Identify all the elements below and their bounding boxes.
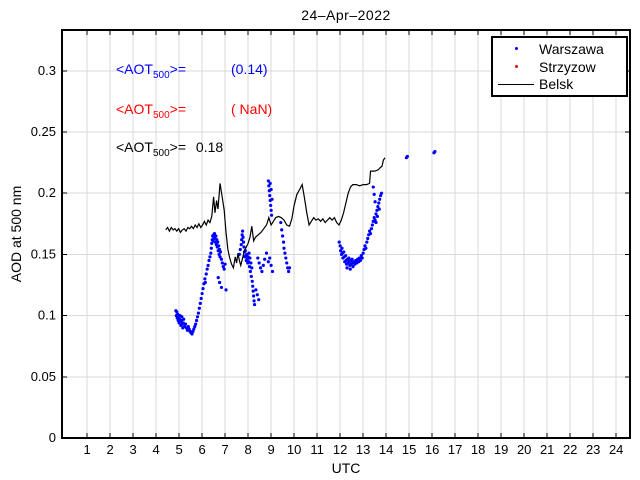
mean-aot-belsk: <AOT500>= 0.18	[116, 139, 223, 161]
svg-text:0: 0	[49, 430, 56, 445]
svg-text:20: 20	[517, 442, 531, 457]
svg-text:21: 21	[540, 442, 554, 457]
tick-marks	[62, 30, 630, 439]
legend: Warszawa Strzyzow Belsk	[491, 36, 628, 97]
svg-text:10: 10	[287, 442, 301, 457]
svg-text:11: 11	[310, 442, 324, 457]
svg-text:0.05: 0.05	[31, 369, 56, 384]
svg-text:7: 7	[221, 442, 228, 457]
grid-lines	[62, 30, 630, 438]
x-tick-labels: 1 2 3 4 5 6 7 8 9 10 11 12 13 14 15 16 17 18 19 20 21 22 23 24	[83, 442, 623, 457]
annotation-text: <AOT500>=	[116, 61, 187, 81]
belsk-line	[165, 157, 386, 270]
svg-text:5: 5	[175, 442, 182, 457]
svg-text:0.1: 0.1	[38, 308, 56, 323]
svg-text:15: 15	[402, 442, 416, 457]
annotation-value: ( NaN)	[231, 101, 273, 117]
annotation-value: 0.18	[195, 139, 224, 155]
svg-text:19: 19	[494, 442, 508, 457]
mean-aot-warszawa: <AOT500>= (0.14)	[116, 61, 268, 83]
svg-text:17: 17	[448, 442, 462, 457]
annotation-text: <AOT500>=	[116, 101, 187, 121]
legend-item-belsk: Belsk	[493, 75, 626, 93]
legend-label: Warszawa	[539, 40, 604, 57]
warszawa-marker-icon	[514, 47, 518, 51]
svg-text:3: 3	[129, 442, 136, 457]
y-tick-labels: 0 0.05 0.1 0.15 0.2 0.25 0.3	[31, 63, 56, 445]
svg-text:0.3: 0.3	[38, 63, 56, 78]
svg-text:1: 1	[83, 442, 90, 457]
chart-title: 24–Apr–2022	[301, 7, 391, 23]
x-axis-label: UTC	[331, 460, 361, 476]
svg-text:24: 24	[609, 442, 623, 457]
belsk-line-icon	[498, 83, 534, 85]
svg-text:22: 22	[563, 442, 577, 457]
svg-text:0.25: 0.25	[31, 124, 56, 139]
annotation-text: <AOT500>=	[116, 139, 187, 159]
mean-aot-strzyzow: <AOT500>= ( NaN)	[116, 101, 272, 123]
svg-text:0.2: 0.2	[38, 185, 56, 200]
y-axis-label: AOD at 500 nm	[8, 185, 24, 283]
svg-text:12: 12	[333, 442, 347, 457]
svg-text:13: 13	[356, 442, 370, 457]
svg-text:4: 4	[152, 442, 159, 457]
svg-text:14: 14	[379, 442, 393, 457]
annotation-value: (0.14)	[231, 61, 268, 77]
strzyzow-marker-icon	[514, 65, 518, 68]
svg-text:18: 18	[471, 442, 485, 457]
legend-label: Belsk	[539, 76, 574, 93]
svg-text:16: 16	[425, 442, 439, 457]
legend-item-warszawa: Warszawa	[493, 40, 626, 58]
svg-text:9: 9	[268, 442, 275, 457]
axes-border	[61, 29, 631, 439]
svg-text:23: 23	[586, 442, 600, 457]
warszawa-points	[174, 149, 437, 336]
svg-text:8: 8	[244, 442, 251, 457]
svg-text:2: 2	[106, 442, 113, 457]
svg-text:6: 6	[198, 442, 205, 457]
svg-text:0.15: 0.15	[31, 246, 56, 261]
legend-label: Strzyzow	[539, 58, 596, 75]
legend-item-strzyzow: Strzyzow	[493, 58, 626, 76]
